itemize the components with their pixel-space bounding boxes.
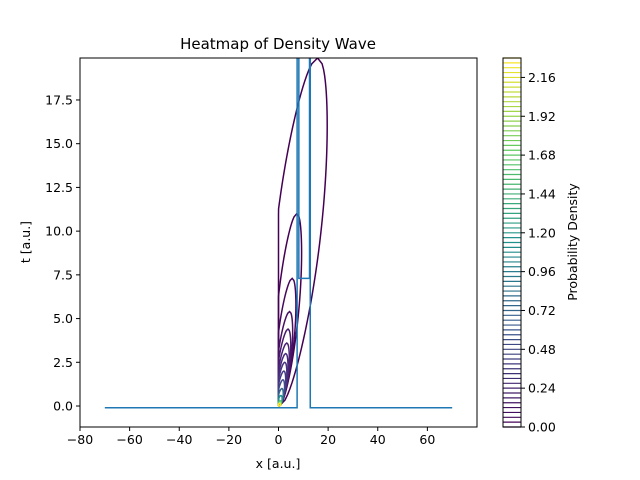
colorbar-tick-label: 0.24 bbox=[528, 381, 556, 396]
x-tick-label: −20 bbox=[216, 432, 242, 447]
colorbar-tick-label: 2.16 bbox=[528, 70, 556, 85]
colorbar-label: Probability Density bbox=[565, 183, 580, 301]
x-tick-label: −60 bbox=[116, 432, 142, 447]
y-axis: 0.0 2.5 5.0 7.5 10.0 12.5 15.0 17.5 bbox=[45, 92, 80, 414]
x-tick-label: 20 bbox=[320, 432, 336, 447]
colorbar: 0.00 0.24 0.48 0.72 0.96 1.20 1.44 1.68 1.92 2.16 bbox=[502, 57, 556, 435]
colorbar-tick-label: 0.96 bbox=[528, 264, 556, 279]
colorbar-tick-label: 0.00 bbox=[528, 420, 556, 435]
y-tick-label: 0.0 bbox=[53, 399, 73, 414]
y-tick-label: 10.0 bbox=[45, 224, 73, 239]
y-tick-label: 12.5 bbox=[45, 180, 73, 195]
density-contours bbox=[277, 58, 328, 408]
x-tick-label: 60 bbox=[419, 432, 435, 447]
colorbar-tick-label: 1.68 bbox=[528, 148, 556, 163]
x-tick-label: 0 bbox=[275, 432, 283, 447]
series-group bbox=[104, 58, 453, 409]
y-tick-label: 5.0 bbox=[53, 311, 73, 326]
colorbar-tick-label: 1.44 bbox=[528, 186, 556, 201]
y-tick-label: 2.5 bbox=[53, 355, 73, 370]
y-axis-title: t [a.u.] bbox=[18, 221, 33, 263]
x-tick-label: −40 bbox=[166, 432, 192, 447]
y-tick-label: 17.5 bbox=[45, 92, 73, 107]
colorbar-tick-label: 1.92 bbox=[528, 109, 556, 124]
contour-level-13 bbox=[277, 402, 282, 407]
y-tick-label: 15.0 bbox=[45, 136, 73, 151]
x-tick-label: 40 bbox=[370, 432, 386, 447]
x-tick-label: −80 bbox=[67, 432, 93, 447]
colorbar-tick-label: 0.72 bbox=[528, 303, 556, 318]
colorbar-frame bbox=[502, 57, 522, 428]
y-tick-label: 7.5 bbox=[53, 267, 73, 282]
x-axis-title: x [a.u.] bbox=[256, 456, 301, 471]
series-line-0 bbox=[104, 58, 453, 409]
x-axis: −80 −60 −40 −20 0 20 40 60 bbox=[67, 427, 435, 447]
colorbar-tick-label: 1.20 bbox=[528, 225, 556, 240]
chart-title: Heatmap of Density Wave bbox=[180, 35, 376, 53]
colorbar-tick-label: 0.48 bbox=[528, 342, 556, 357]
